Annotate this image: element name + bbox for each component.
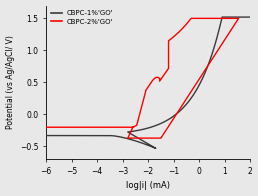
Legend: CBPC-1%'GO', CBPC-2%'GO': CBPC-1%'GO', CBPC-2%'GO' [50,9,115,26]
X-axis label: log|i| (mA): log|i| (mA) [126,181,170,191]
Y-axis label: Potential (vs Ag/AgCl/ V): Potential (vs Ag/AgCl/ V) [6,35,14,129]
